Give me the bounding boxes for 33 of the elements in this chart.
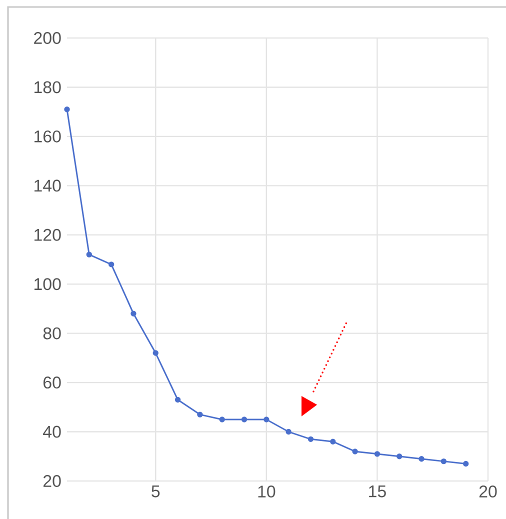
x-tick-label: 10: [258, 486, 276, 498]
y-tick-label: 40: [43, 426, 61, 438]
y-tick-label: 100: [34, 278, 61, 290]
point: [108, 262, 114, 268]
point: [286, 428, 292, 435]
point: [352, 448, 358, 454]
point: [440, 458, 447, 464]
point: [64, 106, 70, 112]
point: [264, 416, 270, 422]
y-tick-label: 20: [44, 475, 61, 487]
point: [418, 456, 424, 462]
x-tick-label: 5: [152, 486, 160, 498]
y-tick-label: 200: [34, 32, 61, 44]
point: [396, 454, 402, 460]
point: [219, 416, 225, 422]
y-tick-label: 160: [34, 130, 61, 142]
point: [86, 252, 92, 258]
point: [197, 412, 203, 418]
x-tick-label: 20: [479, 486, 497, 498]
point: [330, 438, 336, 444]
point: [130, 310, 136, 316]
point: [241, 416, 248, 422]
point: [462, 460, 469, 467]
y-tick-label: 140: [34, 180, 61, 192]
y-tick-label: 180: [34, 81, 61, 94]
point: [308, 436, 314, 442]
y-tick-label: 60: [44, 376, 61, 389]
x-tick-label: 15: [369, 486, 386, 498]
point: [374, 451, 380, 457]
point: [174, 396, 181, 403]
y-tick-label: 80: [43, 327, 61, 340]
y-tick-label: 120: [34, 228, 61, 241]
point: [152, 350, 158, 356]
